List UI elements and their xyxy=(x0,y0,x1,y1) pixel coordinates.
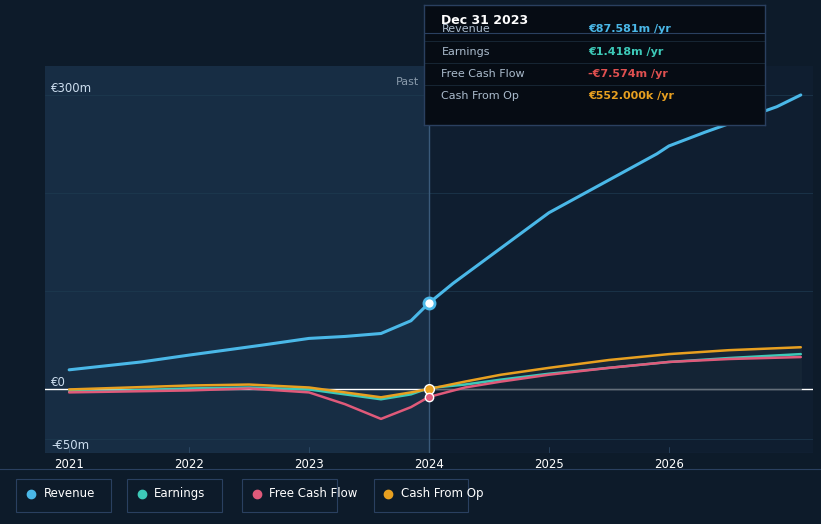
Text: -€50m: -€50m xyxy=(51,439,89,452)
Text: €1.418m /yr: €1.418m /yr xyxy=(588,47,663,57)
Text: Earnings: Earnings xyxy=(442,47,490,57)
Bar xyxy=(45,66,429,453)
Text: 2024: 2024 xyxy=(414,458,444,472)
Text: -€7.574m /yr: -€7.574m /yr xyxy=(588,69,667,79)
Text: Earnings: Earnings xyxy=(154,487,206,500)
Text: Past: Past xyxy=(396,77,420,87)
Text: Cash From Op: Cash From Op xyxy=(442,91,520,101)
Text: 2025: 2025 xyxy=(534,458,564,472)
Text: 2021: 2021 xyxy=(54,458,84,472)
Text: Revenue: Revenue xyxy=(44,487,95,500)
Text: €87.581m /yr: €87.581m /yr xyxy=(588,24,671,35)
Text: Free Cash Flow: Free Cash Flow xyxy=(269,487,358,500)
Text: €300m: €300m xyxy=(51,82,92,95)
Text: €0: €0 xyxy=(51,376,66,389)
Text: Free Cash Flow: Free Cash Flow xyxy=(442,69,525,79)
Text: Revenue: Revenue xyxy=(442,24,490,35)
Text: Analysts Forecasts: Analysts Forecasts xyxy=(438,77,542,87)
Text: 2026: 2026 xyxy=(654,458,684,472)
Text: €552.000k /yr: €552.000k /yr xyxy=(588,91,674,101)
Text: 2022: 2022 xyxy=(174,458,204,472)
Text: 2023: 2023 xyxy=(294,458,324,472)
Bar xyxy=(429,66,813,453)
Text: Cash From Op: Cash From Op xyxy=(401,487,483,500)
Text: Dec 31 2023: Dec 31 2023 xyxy=(442,14,529,27)
